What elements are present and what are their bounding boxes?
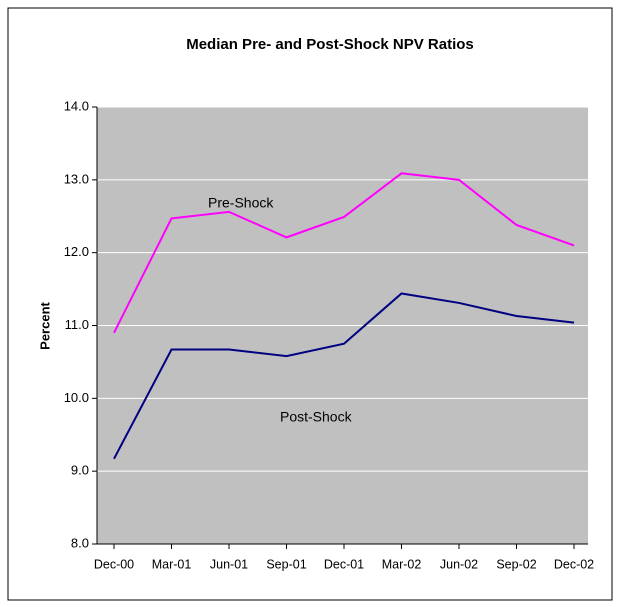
x-tick-label: Mar-01 [152, 557, 192, 571]
y-axis-label: Percent [37, 301, 52, 349]
line-series [113, 172, 575, 334]
x-tick-label: Mar-02 [382, 557, 422, 571]
y-tick-label: 10.0 [64, 390, 89, 405]
x-tick-label: Jun-01 [210, 557, 248, 571]
y-tick-label: 13.0 [64, 171, 89, 186]
y-tick-label: 12.0 [64, 244, 89, 259]
x-tick-label: Dec-01 [324, 557, 364, 571]
y-tick-label: 9.0 [71, 463, 89, 478]
x-tick-label: Sep-01 [266, 557, 306, 571]
chart-title: Median Pre- and Post-Shock NPV Ratios [186, 36, 474, 53]
x-tick-label: Dec-00 [94, 557, 134, 571]
series-annotation: Pre-Shock [208, 195, 274, 211]
x-tick-label: Jun-02 [440, 557, 478, 571]
y-tick-label: 11.0 [65, 317, 89, 332]
series-annotation: Post-Shock [280, 409, 353, 425]
y-tick-label: 14.0 [64, 98, 89, 113]
x-tick-label: Sep-02 [496, 557, 536, 571]
line-series [113, 292, 575, 460]
x-tick-label: Dec-02 [554, 557, 594, 571]
y-tick-label: 8.0 [71, 535, 89, 550]
